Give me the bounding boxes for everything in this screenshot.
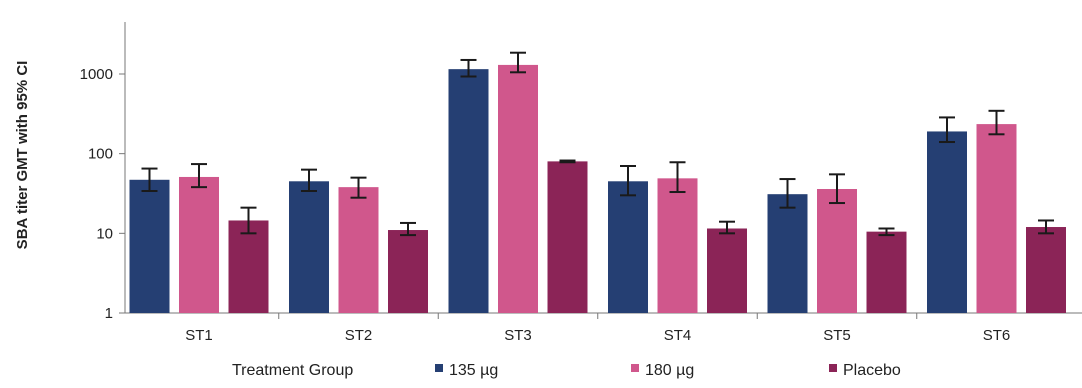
x-tick-label: ST3 bbox=[504, 327, 532, 344]
bar bbox=[228, 220, 269, 313]
x-tick-label: ST4 bbox=[664, 327, 692, 344]
bar bbox=[388, 230, 428, 313]
bar bbox=[866, 231, 907, 313]
legend-swatch bbox=[829, 364, 837, 372]
bar bbox=[289, 181, 329, 313]
labels: SBA titer GMT with 95% CI bbox=[14, 61, 31, 250]
y-axis-title: SBA titer GMT with 95% CI bbox=[14, 61, 31, 250]
axes: 1 10 100 1000 ST1 ST2 ST3 ST4 ST5 ST6 bbox=[80, 22, 1082, 344]
y-tick-label: 1 bbox=[105, 305, 113, 322]
legend-label: 180 µg bbox=[645, 362, 694, 379]
legend-label: 135 µg bbox=[449, 362, 498, 379]
x-axis-title: Treatment Group bbox=[232, 362, 353, 379]
legend-label: Placebo bbox=[843, 362, 901, 379]
bar bbox=[927, 131, 967, 313]
bar bbox=[498, 64, 538, 313]
bar bbox=[707, 228, 747, 313]
bar bbox=[767, 194, 808, 313]
legend-swatch bbox=[631, 364, 639, 372]
x-tick-label: ST6 bbox=[983, 327, 1011, 344]
bar bbox=[448, 69, 489, 313]
bar bbox=[547, 161, 588, 313]
bar bbox=[976, 124, 1017, 314]
legend: Treatment Group 135 µg 180 µg Placebo bbox=[232, 362, 901, 379]
bar bbox=[608, 181, 648, 313]
x-tick-label: ST1 bbox=[185, 327, 213, 344]
y-tick-label: 100 bbox=[88, 146, 113, 163]
bar bbox=[129, 179, 170, 313]
error-bars bbox=[141, 51, 1054, 237]
x-tick-label: ST5 bbox=[823, 327, 851, 344]
bar bbox=[657, 178, 698, 313]
x-tick-label: ST2 bbox=[345, 327, 373, 344]
bars bbox=[129, 64, 1066, 314]
legend-swatch bbox=[435, 364, 443, 372]
bar bbox=[1026, 227, 1066, 313]
y-tick-label: 1000 bbox=[80, 66, 113, 83]
bar bbox=[179, 176, 219, 313]
y-tick-label: 10 bbox=[96, 225, 113, 242]
bar bbox=[817, 189, 857, 313]
bar bbox=[338, 187, 379, 313]
